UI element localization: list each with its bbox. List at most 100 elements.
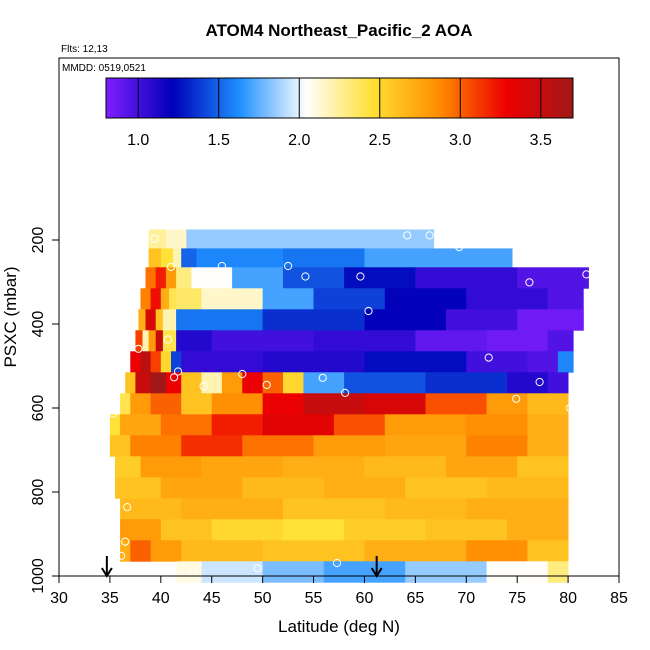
- heatmap-cell: [181, 498, 284, 520]
- observation-point: [108, 409, 118, 418]
- y-tick-label: 800: [30, 479, 47, 506]
- heatmap-cell: [262, 309, 365, 331]
- heatmap-cell: [135, 372, 152, 394]
- heatmap-cell: [109, 414, 121, 436]
- x-tick-label: 75: [508, 590, 526, 607]
- heatmap-cell: [176, 267, 192, 289]
- heatmap-cell: [507, 519, 569, 541]
- heatmap-cell: [547, 330, 574, 352]
- heatmap-cell: [135, 330, 143, 352]
- heatmap-cell: [547, 372, 569, 394]
- heatmap-cell: [466, 351, 528, 373]
- heatmap-cell: [130, 351, 141, 373]
- heatmap-cell: [527, 414, 569, 436]
- observation-point: [163, 335, 172, 344]
- heatmap-cell: [364, 351, 467, 373]
- observation-point: [238, 369, 247, 379]
- heatmap-cell: [201, 456, 284, 478]
- heatmap-cell: [171, 351, 182, 373]
- heatmap-cell: [262, 288, 314, 310]
- heatmap-cell: [323, 477, 406, 499]
- observation-point: [425, 231, 434, 240]
- observation-point: [166, 262, 176, 271]
- x-axis-label: Latitude (deg N): [278, 617, 400, 636]
- heatmap-cell: [283, 248, 365, 270]
- heatmap-cell: [150, 351, 162, 373]
- heatmap-cell: [323, 561, 406, 583]
- y-axis: 200 400 600 800 1000: [30, 227, 59, 594]
- heatmap-cell: [138, 309, 146, 331]
- observation-point: [284, 261, 293, 271]
- heatmap-cell: [425, 372, 508, 394]
- heatmap-cell: [242, 372, 264, 394]
- heatmap-cell: [303, 393, 365, 415]
- heatmap-cell: [176, 288, 202, 310]
- heatmap-cell: [547, 288, 584, 310]
- chart-title: ATOM4 Northeast_Pacific_2 AOA: [205, 21, 472, 40]
- heatmap-cell: [415, 330, 488, 352]
- down-arrow-head: [101, 567, 113, 578]
- heatmap-cell: [425, 393, 487, 415]
- heatmap-cell: [405, 561, 488, 583]
- x-tick-label: 70: [457, 590, 475, 607]
- heatmap-cell: [186, 229, 435, 251]
- observation-point: [121, 537, 130, 546]
- colorbar-tick-label: 3.5: [530, 132, 552, 149]
- heatmap-cell: [169, 288, 177, 310]
- heatmap-cell: [486, 393, 528, 415]
- heatmap-cell: [150, 288, 162, 310]
- heatmap-cell: [120, 498, 182, 520]
- arrow-markers: [101, 556, 383, 578]
- heatmap-cell: [344, 267, 416, 289]
- heatmap-cell: [333, 414, 386, 436]
- heatmap-cell: [160, 288, 170, 310]
- heatmap-cell: [466, 288, 549, 310]
- heatmap-cell: [384, 288, 467, 310]
- flights-label: Flts: 12,13: [61, 44, 108, 55]
- heatmap-cell: [507, 372, 549, 394]
- heatmap-cell: [120, 414, 162, 436]
- heatmap-cell: [181, 540, 264, 562]
- heatmap-cell: [201, 288, 263, 310]
- down-arrow-head: [370, 567, 383, 578]
- heatmap-cell: [120, 393, 131, 415]
- heatmap-cell: [130, 435, 182, 457]
- heatmap-cell: [547, 561, 569, 583]
- heatmap-cell: [283, 519, 345, 541]
- heatmap-cell: [160, 519, 213, 541]
- x-tick-label: 40: [152, 590, 170, 607]
- x-tick-label: 50: [254, 590, 272, 607]
- heatmap-cell: [130, 393, 152, 415]
- heatmap-cell: [130, 540, 152, 562]
- heatmap-cell: [262, 414, 335, 436]
- heatmap-cell: [557, 351, 574, 373]
- heatmap-cell: [262, 351, 365, 373]
- heatmap-cell: [155, 330, 164, 352]
- observation-point: [582, 270, 591, 279]
- heatmap-cell: [181, 435, 243, 457]
- dates-label: MMDD: 0519,0521: [62, 63, 146, 74]
- x-tick-label: 65: [406, 590, 424, 607]
- x-tick-label: 60: [356, 590, 374, 607]
- heatmap-cell: [527, 393, 569, 415]
- heatmap-cell: [486, 330, 549, 352]
- heatmap-cell: [150, 372, 167, 394]
- observation-points: [108, 231, 591, 580]
- heatmap-cell: [527, 435, 569, 457]
- heatmap-cell: [140, 288, 152, 310]
- heatmap-cell: [140, 456, 202, 478]
- x-tick-label: 85: [610, 590, 628, 607]
- heatmap-cell: [145, 267, 157, 289]
- observation-point: [512, 394, 521, 403]
- observation-point: [403, 231, 412, 240]
- heatmap-cell: [165, 267, 177, 289]
- heatmap-cell: [262, 561, 325, 583]
- heatmap-cell: [150, 540, 182, 562]
- heatmap-cell: [415, 267, 518, 289]
- heatmap-cell: [313, 330, 416, 352]
- heatmap-cell: [313, 435, 386, 457]
- observation-point: [484, 353, 493, 362]
- heatmap-cell: [162, 330, 177, 352]
- heatmap-cell: [364, 540, 467, 562]
- heatmap-cell: [283, 498, 386, 520]
